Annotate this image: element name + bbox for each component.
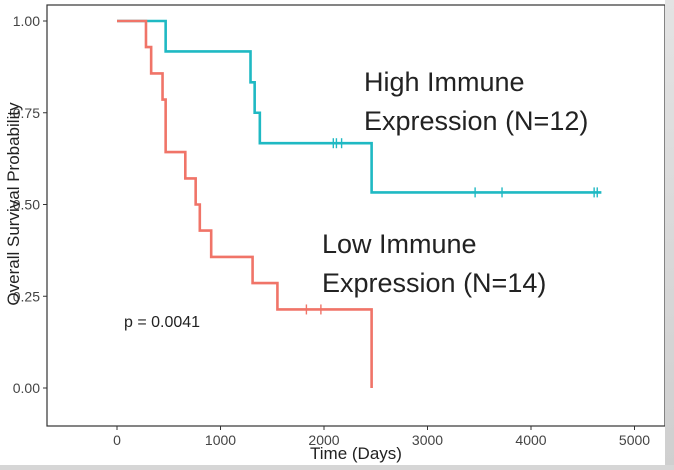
low-expression-curve: [117, 19, 373, 388]
x-tick-label: 2000: [308, 432, 339, 448]
y-axis-title: Overall Survival Probability: [4, 102, 23, 306]
x-axis-title: Time (Days): [310, 444, 402, 463]
panel-border: [46, 4, 666, 427]
x-tick-label: 5000: [619, 432, 650, 448]
low-expression-label-line2: Expression (N=14): [322, 268, 546, 298]
low-expression-label-line1: Low Immune: [322, 229, 477, 259]
x-tick-label: 3000: [412, 432, 443, 448]
high-expression-label-line1: High Immune: [364, 67, 525, 97]
y-tick-label: 0.50: [13, 197, 40, 213]
series-layer: [117, 19, 602, 388]
p-value-annotation: p = 0.0041: [124, 314, 200, 331]
x-tick-label: 0: [113, 432, 121, 448]
high-expression-curve: [117, 19, 602, 194]
x-tick-label: 4000: [515, 432, 546, 448]
y-tick-label: 0.00: [13, 380, 40, 396]
y-tick-label: 0.75: [13, 105, 40, 121]
survival-chart: 0.00 0.25 0.50 0.75 1.00 0 1000 2000 3000 4000 500…: [4, 4, 666, 463]
plot-card: 0.00 0.25 0.50 0.75 1.00 0 1000 2000 3000 4000 500…: [0, 0, 666, 465]
x-tick-label: 1000: [205, 432, 236, 448]
y-tick-label: 1.00: [13, 13, 40, 29]
high-expression-label-line2: Expression (N=12): [364, 106, 588, 136]
axes: 0.00 0.25 0.50 0.75 1.00 0 1000 2000 3000 4000 500…: [13, 4, 666, 448]
y-tick-label: 0.25: [13, 288, 40, 304]
